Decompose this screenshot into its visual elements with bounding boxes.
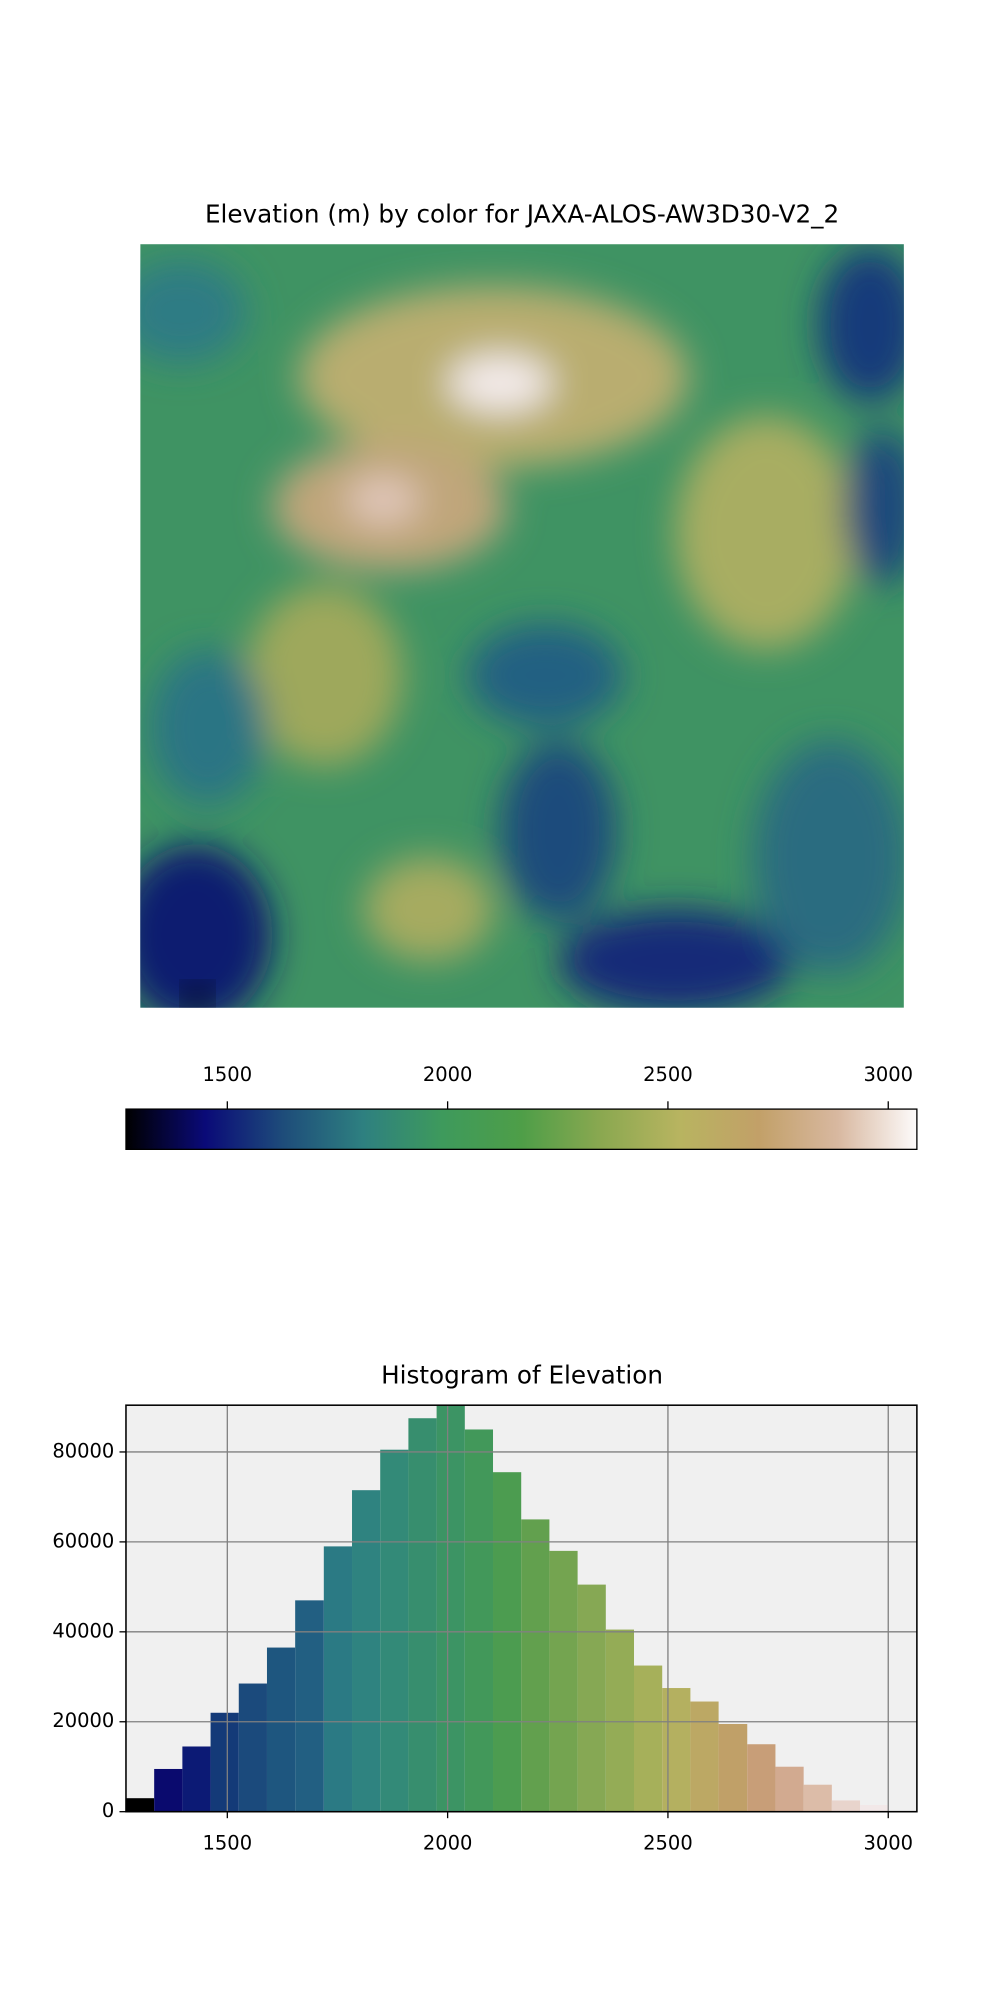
map-title: Elevation (m) by color for JAXA-ALOS-AW3…: [205, 200, 839, 229]
histogram-bar: [154, 1768, 183, 1812]
histogram-bar: [182, 1746, 211, 1812]
colorbar-gradient: [125, 1108, 918, 1150]
y-tick-label: 20000: [52, 1709, 114, 1732]
histogram-bar: [323, 1546, 353, 1812]
histogram-title: Histogram of Elevation: [381, 1361, 663, 1390]
histogram-bar: [125, 1798, 155, 1812]
x-tick-label: 2000: [423, 1832, 473, 1855]
histogram-bar: [718, 1724, 748, 1812]
histogram-bar: [775, 1766, 804, 1812]
histogram-bar: [210, 1712, 239, 1812]
histogram-bar: [690, 1701, 719, 1812]
histogram-bar: [352, 1490, 381, 1812]
histogram-bar: [266, 1647, 296, 1812]
y-tick-label: 80000: [52, 1439, 114, 1462]
y-tick-label: 60000: [52, 1529, 114, 1552]
colorbar-tick-label: 1500: [203, 1063, 253, 1086]
histogram-bar: [831, 1800, 861, 1812]
histogram-bar: [634, 1665, 663, 1812]
histogram-bar: [408, 1418, 437, 1812]
plot-frame: [125, 1404, 918, 1813]
histogram-bar: [493, 1472, 522, 1812]
histogram-bar: [747, 1744, 776, 1812]
colorbar-tick-label: 2500: [643, 1063, 693, 1086]
histogram-bar: [662, 1688, 691, 1812]
colorbar-tick-label: 3000: [863, 1063, 913, 1086]
y-tick-label: 0: [102, 1799, 114, 1822]
histogram-bar: [380, 1449, 409, 1812]
elevation-map: [140, 244, 904, 1008]
x-tick-label: 3000: [863, 1832, 913, 1855]
histogram-bar: [803, 1784, 832, 1812]
colorbar-tick-label: 2000: [423, 1063, 473, 1086]
colorbar: [125, 1108, 918, 1150]
histogram-bar: [605, 1629, 635, 1812]
histogram-bar: [549, 1550, 578, 1812]
histogram-bar: [860, 1804, 889, 1812]
x-tick-label: 2500: [643, 1832, 693, 1855]
histogram-bar: [521, 1519, 550, 1812]
histogram-bar: [577, 1584, 606, 1812]
histogram-bar: [436, 1404, 465, 1812]
histogram-bar: [295, 1600, 324, 1812]
y-tick-label: 40000: [52, 1619, 114, 1642]
x-tick-label: 1500: [203, 1832, 253, 1855]
histogram-bar: [238, 1683, 267, 1812]
histogram-bar: [464, 1429, 494, 1812]
